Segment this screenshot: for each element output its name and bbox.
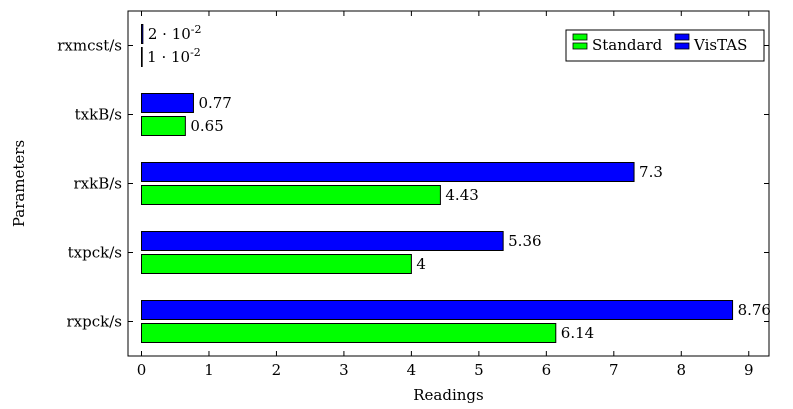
bar-standard	[140, 116, 186, 136]
y-tick-label: rxkB/s	[74, 175, 123, 193]
data-label: 5.36	[508, 232, 541, 250]
bar-standard	[140, 47, 143, 67]
data-label: 4	[416, 255, 426, 273]
y-tick-label: rxmcst/s	[57, 37, 122, 55]
x-tick-label: 4	[407, 361, 417, 379]
legend-swatch-vistas-2	[674, 42, 690, 50]
x-tick-label: 8	[677, 361, 687, 379]
data-label: 2 · 10-2	[148, 23, 202, 43]
x-tick-label: 3	[339, 361, 349, 379]
bar-vistas	[140, 162, 635, 182]
legend-box	[565, 29, 765, 62]
data-label: 8.76	[738, 301, 771, 319]
data-label: 4.43	[445, 186, 478, 204]
x-tick-label: 2	[272, 361, 282, 379]
legend-swatch-standard-2	[572, 42, 588, 50]
x-tick-label: 7	[609, 361, 619, 379]
legend-swatch-vistas	[674, 33, 690, 41]
bar-vistas	[140, 231, 504, 251]
data-label: 7.3	[639, 163, 663, 181]
data-label: 1 · 10-2	[147, 46, 201, 66]
x-tick-label: 0	[137, 361, 147, 379]
bar-standard	[140, 254, 412, 274]
y-tick-label: rxpck/s	[67, 313, 122, 331]
bar-standard	[140, 323, 557, 343]
bar-standard	[140, 185, 441, 205]
y-tick-label: txkB/s	[75, 106, 122, 124]
data-label: 0.65	[190, 117, 223, 135]
bar-vistas	[140, 300, 734, 320]
x-tick-label: 9	[744, 361, 754, 379]
bar-vistas	[140, 24, 144, 44]
data-label: 6.14	[561, 324, 594, 342]
y-tick-label: txpck/s	[68, 244, 122, 262]
legend: Standard VisTAS	[565, 29, 765, 62]
legend-label-vistas: VisTAS	[693, 36, 747, 54]
x-tick-label: 5	[474, 361, 484, 379]
bar-vistas	[140, 93, 194, 113]
x-axis-title: Readings	[413, 386, 483, 404]
x-tick-label: 1	[204, 361, 214, 379]
x-tick-label: 6	[542, 361, 552, 379]
legend-label-standard: Standard	[592, 36, 663, 54]
data-label: 0.77	[198, 94, 231, 112]
legend-swatch-standard	[572, 33, 588, 41]
y-axis-title: Parameters	[10, 140, 28, 227]
